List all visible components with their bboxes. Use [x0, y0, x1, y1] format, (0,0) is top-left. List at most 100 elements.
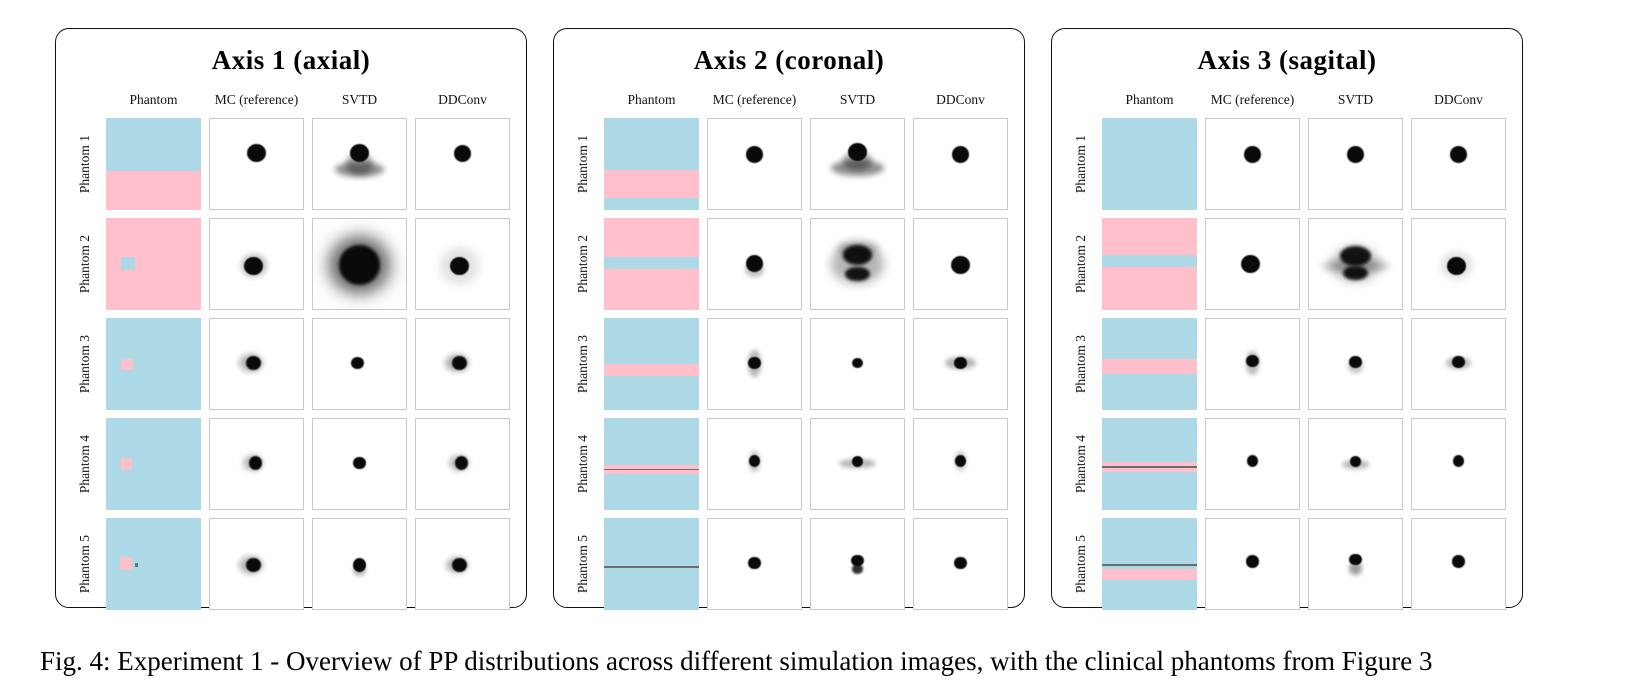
ddconv-image: [415, 218, 510, 310]
svtd-image: [312, 118, 407, 210]
svtd-image: [312, 518, 407, 610]
activity-blob: [1449, 145, 1468, 163]
activity-blob: [951, 255, 970, 274]
activity-blob: [353, 456, 366, 470]
activity-blob: [845, 266, 870, 282]
column-header: DDConv: [936, 92, 985, 107]
phantom-image: [604, 118, 699, 210]
mc-image: [707, 118, 802, 210]
ddconv-image: [415, 318, 510, 410]
activity-blob: [954, 556, 967, 570]
svtd-image: [1308, 418, 1403, 510]
activity-blob: [349, 144, 370, 163]
activity-blob: [1246, 555, 1259, 568]
svtd-image: [810, 418, 905, 510]
grid-corner: [570, 86, 596, 110]
ddconv-image: [415, 118, 510, 210]
panel-axis-2: Axis 2 (coronal) Phantom MC (reference) SVT…: [553, 28, 1025, 610]
mc-image: [209, 518, 304, 610]
activity-blob: [838, 458, 877, 468]
svtd-image: [810, 518, 905, 610]
activity-blob: [329, 237, 390, 293]
activity-blob: [954, 357, 967, 369]
svtd-image: [1308, 518, 1403, 610]
row-label: Phantom 2: [575, 234, 590, 294]
column-header: SVTD: [839, 92, 876, 107]
activity-blob: [1246, 455, 1259, 468]
activity-blob: [455, 456, 469, 470]
phantom-image: [106, 118, 201, 210]
activity-blob: [1342, 459, 1369, 469]
ddconv-image: [913, 218, 1008, 310]
phantom-region: [1102, 359, 1197, 375]
activity-blob: [1349, 455, 1362, 467]
ddconv-image: [913, 518, 1008, 610]
row-label: Phantom 2: [77, 234, 92, 294]
activity-blob: [1322, 259, 1389, 273]
activity-blob: [851, 554, 864, 567]
figure-caption: Fig. 4: Experiment 1 - Overview of PP di…: [40, 646, 1433, 676]
column-header: Phantom: [129, 92, 178, 107]
phantom-image: [106, 318, 201, 410]
activity-blob: [1339, 246, 1372, 266]
phantom-image: [1102, 518, 1197, 610]
phantom-image: [106, 418, 201, 510]
activity-blob: [452, 557, 468, 573]
activity-blob: [246, 557, 262, 573]
activity-blob: [352, 564, 366, 576]
mc-image: [1205, 218, 1300, 310]
svtd-image: [312, 318, 407, 410]
activity-blob: [322, 229, 397, 300]
activity-blob: [1348, 358, 1363, 373]
phantom-region: [1102, 568, 1197, 580]
activity-blob: [748, 349, 761, 377]
activity-blob: [444, 354, 469, 373]
column-header: MC (reference): [712, 92, 797, 107]
phantom-image: [1102, 218, 1197, 310]
phantom-region: [121, 256, 136, 271]
activity-blob: [745, 254, 764, 272]
phantom-region: [121, 458, 132, 471]
phantom-region: [604, 468, 699, 471]
svtd-image: [810, 118, 905, 210]
activity-blob: [1452, 455, 1465, 468]
activity-blob: [242, 455, 263, 472]
activity-blob: [1452, 356, 1465, 369]
column-header: SVTD: [1337, 92, 1374, 107]
phantom-region: [604, 256, 699, 269]
mc-image: [1205, 118, 1300, 210]
ddconv-image: [415, 418, 510, 510]
svtd-image: [312, 218, 407, 310]
phantom-image: [604, 318, 699, 410]
phantom-region: [106, 171, 201, 210]
grid-corner: [1068, 86, 1094, 110]
mc-image: [707, 218, 802, 310]
row-label: Phantom 3: [575, 334, 590, 394]
activity-blob: [240, 254, 267, 278]
activity-blob: [335, 162, 384, 177]
svtd-image: [1308, 318, 1403, 410]
activity-blob: [1343, 265, 1368, 281]
activity-blob: [1446, 357, 1471, 369]
mc-image: [209, 318, 304, 410]
activity-blob: [448, 455, 469, 472]
column-header: DDConv: [438, 92, 487, 107]
activity-blob: [745, 262, 764, 277]
ddconv-image: [913, 118, 1008, 210]
panel-title: Axis 3 (sagital): [1197, 45, 1377, 75]
svtd-image: [1308, 218, 1403, 310]
column-header: SVTD: [341, 92, 378, 107]
activity-blob: [951, 145, 970, 163]
phantom-image: [604, 218, 699, 310]
phantom-region: [604, 565, 699, 569]
mc-image: [707, 418, 802, 510]
row-label: Phantom 3: [1073, 334, 1088, 394]
activity-blob: [244, 256, 263, 275]
ddconv-image: [1411, 418, 1506, 510]
phantom-region: [1102, 564, 1197, 567]
phantom-image: [1102, 318, 1197, 410]
phantom-image: [604, 418, 699, 510]
activity-blob: [842, 152, 873, 171]
activity-blob: [1243, 145, 1262, 163]
row-label: Phantom 4: [77, 434, 92, 494]
